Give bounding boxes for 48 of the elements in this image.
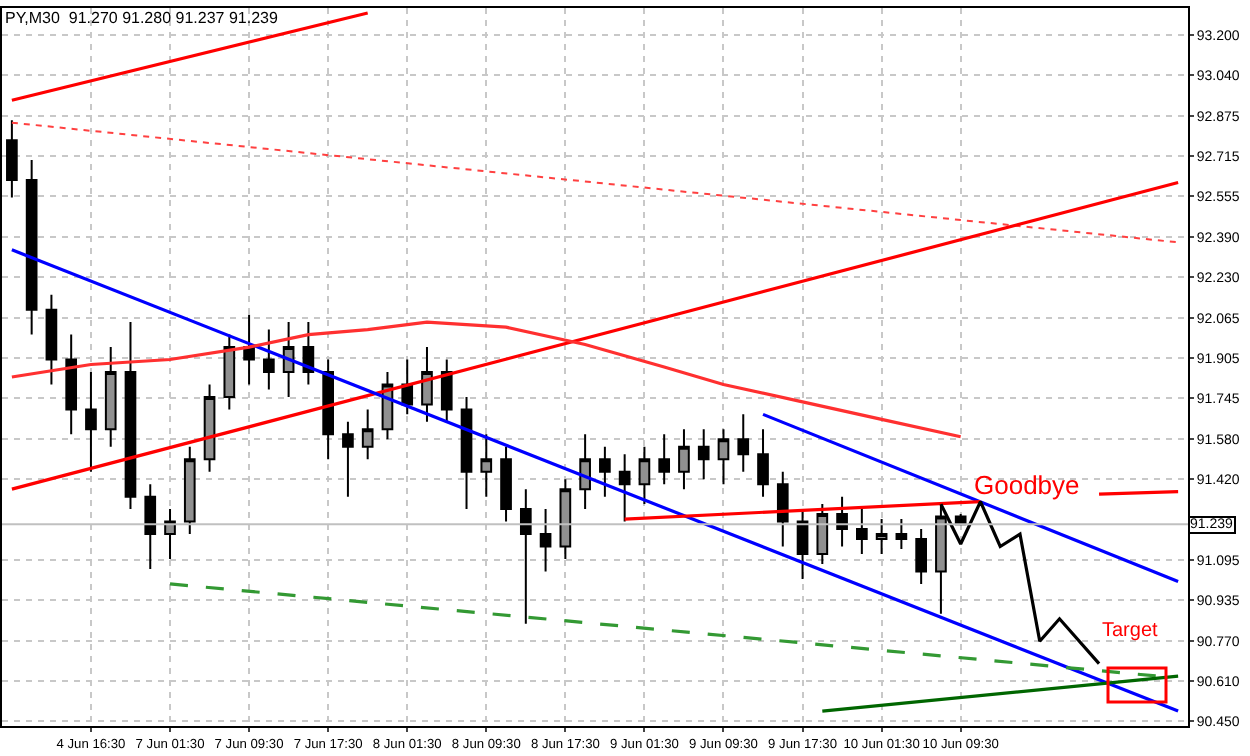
candlestick	[263, 328, 275, 391]
candlestick	[65, 333, 78, 436]
candlestick	[25, 159, 38, 336]
candlestick	[678, 428, 690, 491]
candlestick	[282, 321, 295, 398]
candlestick	[440, 358, 453, 423]
candlestick	[559, 478, 572, 560]
candlestick	[816, 503, 829, 565]
candlestick	[717, 428, 730, 486]
candlestick	[6, 119, 18, 199]
candlestick	[342, 420, 354, 498]
candlestick	[223, 333, 236, 411]
candlestick	[460, 395, 473, 511]
candlestick	[737, 413, 750, 473]
candlestick	[104, 346, 117, 448]
candlestick	[638, 445, 651, 506]
candlestick	[856, 508, 868, 555]
candlestick	[243, 313, 255, 386]
candlestick	[144, 483, 157, 570]
candlestick	[875, 518, 888, 555]
candlestick	[124, 321, 137, 511]
candlestick	[895, 518, 908, 550]
candlestick	[658, 433, 671, 486]
candlestick	[85, 370, 97, 473]
candlestick	[697, 428, 710, 481]
candlestick	[618, 453, 631, 523]
candlestick	[203, 383, 216, 473]
annotation: Goodbye	[974, 470, 1080, 500]
candlestick	[519, 488, 532, 625]
candlestick	[776, 470, 789, 548]
candlestick	[361, 408, 374, 461]
chart-title: PY,M30 91.270 91.280 91.237 91.239	[5, 8, 279, 27]
candlestick	[480, 433, 493, 498]
candlestick	[500, 445, 512, 523]
candlestick	[757, 428, 769, 498]
annotation: Target	[1102, 620, 1159, 642]
candlestick	[183, 445, 196, 536]
candlestick	[322, 358, 334, 461]
line-series	[10, 320, 963, 439]
candlestick	[836, 495, 848, 548]
candlestick	[302, 321, 315, 386]
candlestick	[599, 445, 611, 498]
candlestick	[45, 293, 58, 386]
candlestick	[539, 508, 552, 573]
candlestick	[421, 346, 433, 423]
candlestick	[915, 528, 927, 585]
candlestick	[796, 508, 809, 580]
candlestick	[579, 433, 591, 511]
